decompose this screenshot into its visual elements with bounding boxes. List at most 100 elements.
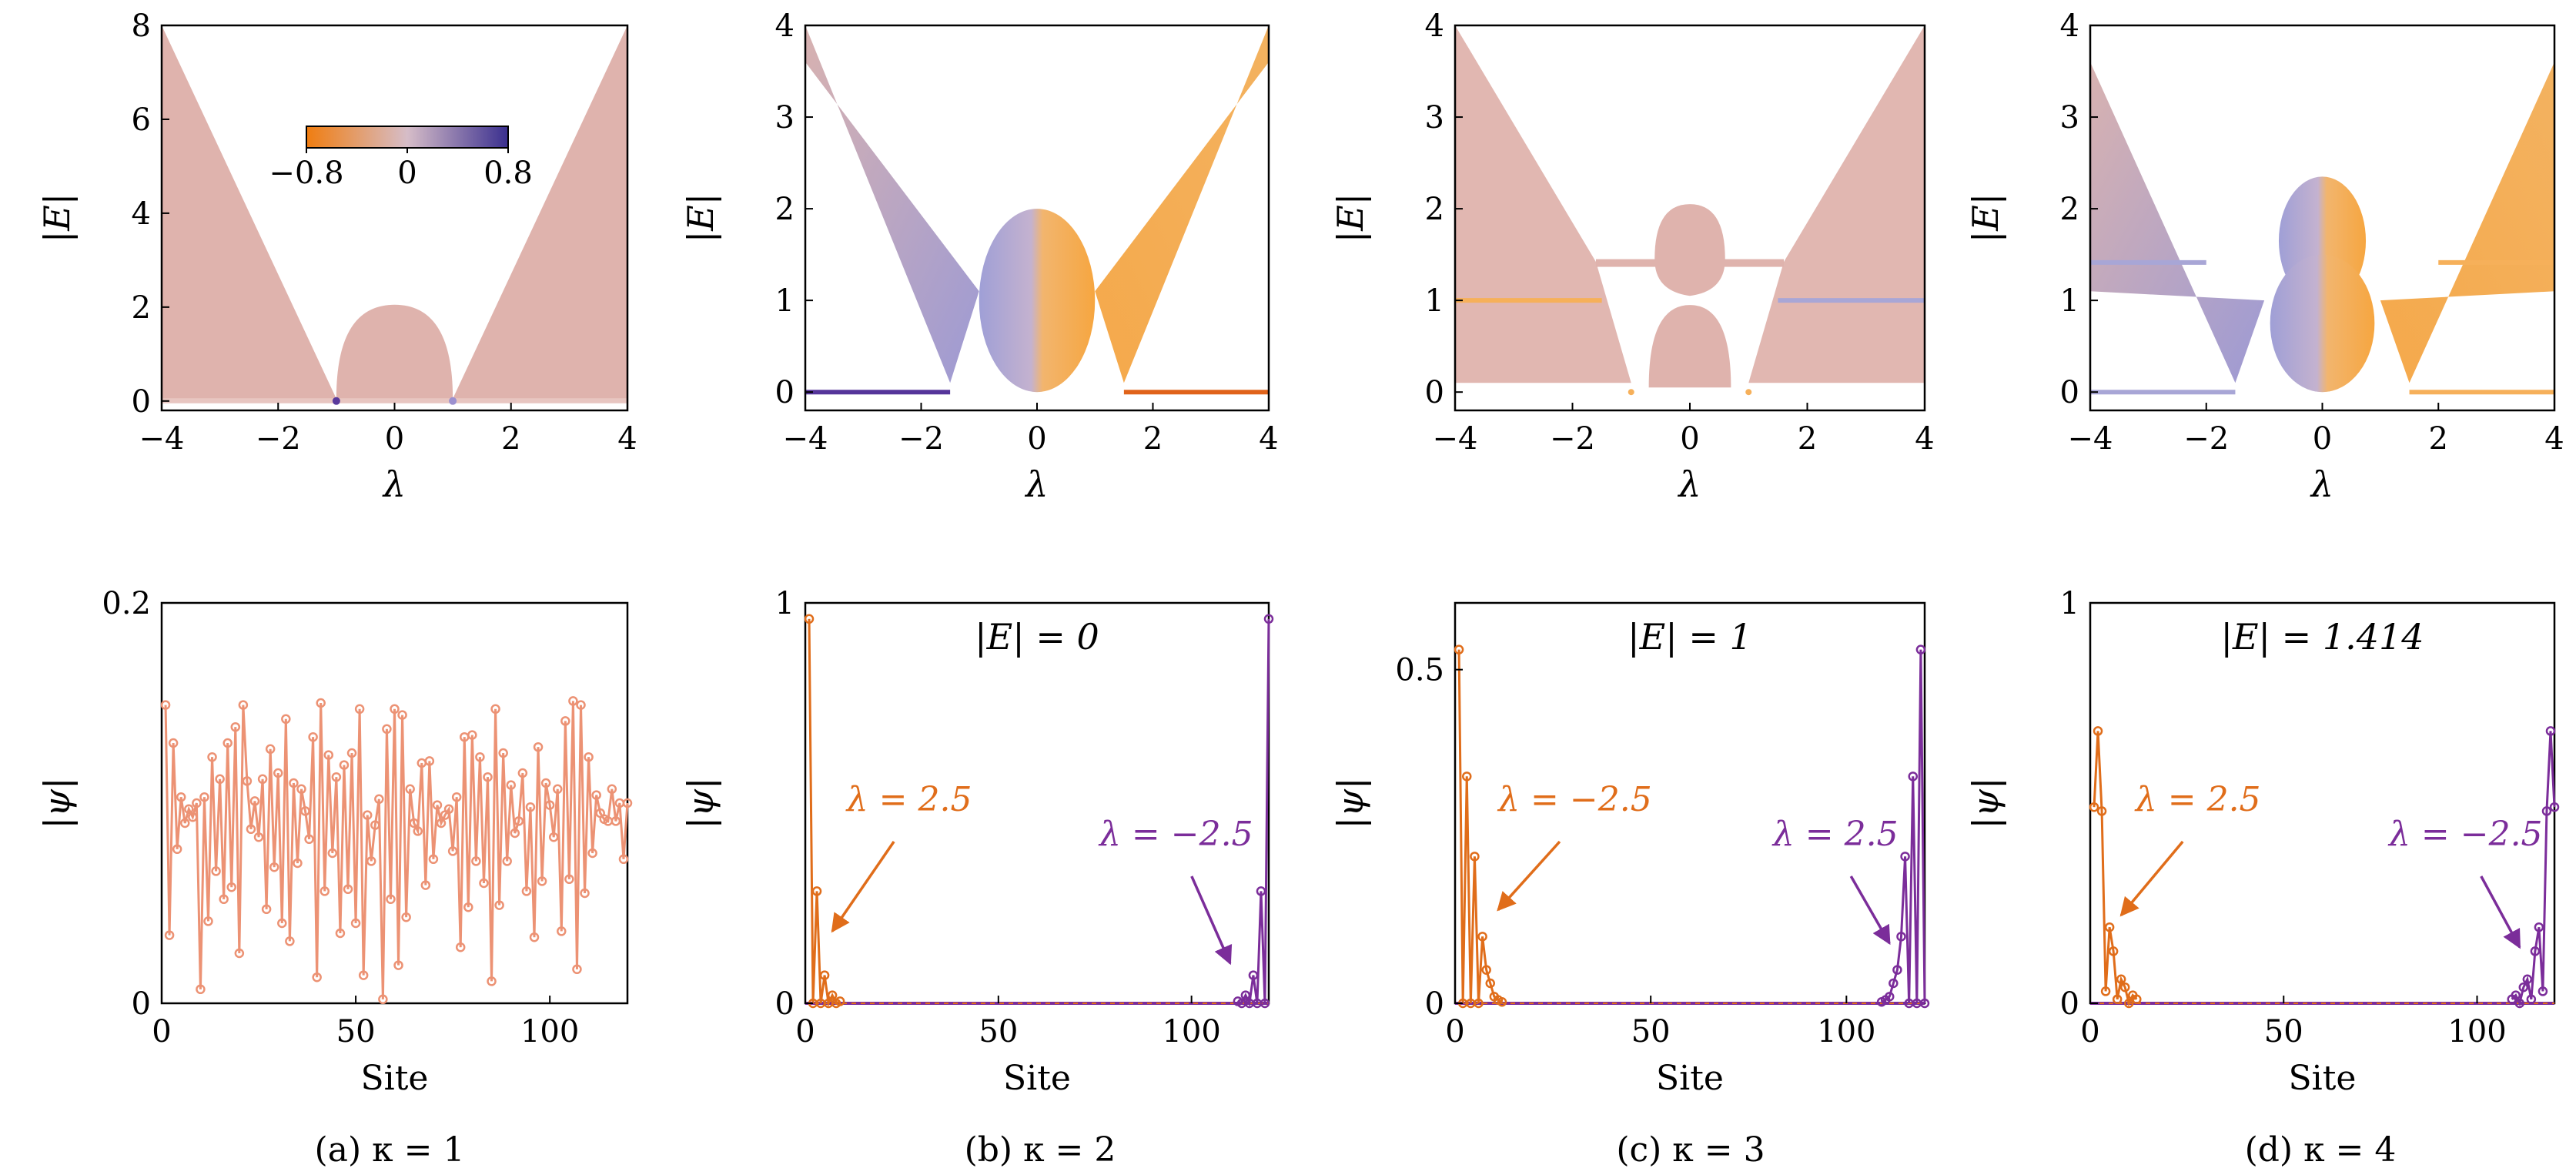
series-point [273,768,283,778]
series-point [1263,614,1274,624]
series-point [428,854,439,865]
y-tick-label: 1 [2060,283,2079,319]
series-point [591,790,601,800]
caption-a: (a) κ = 1 [315,1130,465,1170]
series-point [544,800,555,810]
annotation-label: λ = −2.5 [1098,815,1253,854]
caption-c: (c) κ = 3 [1616,1130,1765,1170]
series-point [265,744,276,755]
annotation-arrow [2119,840,2184,917]
y-tick-label: 3 [2060,100,2079,136]
series-point [2541,806,2552,816]
series-point [2100,986,2111,996]
zero-mode-point [332,397,340,405]
y-axis-label: |E| [1330,193,1371,243]
spectrum-base [162,398,627,403]
series-point [622,798,633,808]
annotation-arrow [1190,875,1233,966]
spectrum-dome-lower [1648,305,1731,388]
y-tick-label: 3 [775,100,795,136]
series-point [1915,644,1926,654]
x-axis-label: λ [382,464,406,505]
series-point [257,774,268,785]
y-tick-label: 3 [1425,100,1444,136]
x-tick-label: 0 [385,421,404,457]
series-point [160,700,171,710]
series-point [296,784,306,795]
series-point [548,832,559,842]
series-point [580,888,590,899]
series-point [308,731,318,742]
y-axis-label: |ψ| [1965,777,2006,829]
x-tick-label: 100 [1817,1014,1875,1049]
spectrum-panel-c-top: −4 −2 0 2 4 0 1 2 3 4 λ |E| [1330,8,1935,505]
series-point [261,904,272,915]
x-tick-label: −2 [2183,421,2229,457]
x-tick-label: 100 [1162,1014,1220,1049]
series-point [397,710,407,720]
series-point [289,778,299,788]
x-tick-label: −2 [898,421,944,457]
zero-mode-point [1745,389,1752,396]
series-point [312,972,322,983]
x-tick-label: −4 [2068,421,2113,457]
series-point [390,704,400,715]
y-tick-label: 2 [132,290,151,326]
annotation-label: λ = −2.5 [2387,815,2543,854]
series-point [471,856,481,866]
y-tick-label: 0 [132,384,151,420]
y-tick-label: 0 [132,986,151,1022]
series-point [1889,978,1899,989]
series-point [487,976,497,986]
y-axis-label: |ψ| [1330,777,1371,829]
spectrum-band-left [1455,25,1631,383]
series-point [269,862,279,872]
series-point [432,800,443,810]
x-axis-label: Site [1656,1059,1724,1098]
x-tick-label: 50 [2264,1014,2303,1049]
series-point [316,698,326,708]
y-tick-label: 6 [132,102,151,138]
series-point [2514,998,2525,1009]
colorbar-tick-label: −0.8 [269,156,343,191]
y-tick-label: 2 [1425,192,1444,227]
y-axis-label: |ψ| [680,777,721,829]
series-point [188,812,198,822]
x-tick-label: 100 [520,1014,579,1049]
y-tick-label: 0 [775,986,795,1022]
series-point [203,916,213,926]
series-point [436,818,447,829]
series-point [540,778,551,788]
x-tick-label: −4 [139,421,185,457]
x-tick-label: 0 [1445,1014,1464,1049]
series-line [1237,618,1270,1008]
y-tick-label: 0 [1425,375,1444,410]
series-point [304,834,314,845]
series-point [1481,965,1491,975]
y-tick-label: 0 [775,375,795,410]
x-tick-label: −4 [1433,421,1478,457]
y-tick-label: 1 [2060,586,2079,621]
series-point [339,760,350,770]
y-axis-label: |E| [1965,193,2006,243]
y-tick-label: 1 [1425,283,1444,319]
series-point [553,784,563,795]
series-point [587,848,597,859]
y-tick-label: 1 [775,283,795,319]
series-point [2119,982,2130,993]
y-tick-label: 4 [2060,8,2079,44]
series-point [517,768,528,778]
series-point [211,866,221,876]
series-point [281,714,291,725]
x-tick-label: 100 [2447,1014,2506,1049]
series-point [2112,994,2123,1005]
series-point [1454,644,1464,654]
series-point [1892,965,1902,975]
series-point [246,824,256,835]
y-tick-label: 0 [2060,986,2079,1022]
series-line [164,701,629,999]
zero-mode-point [1628,389,1634,396]
series-point [230,721,241,732]
series-point [277,918,287,929]
